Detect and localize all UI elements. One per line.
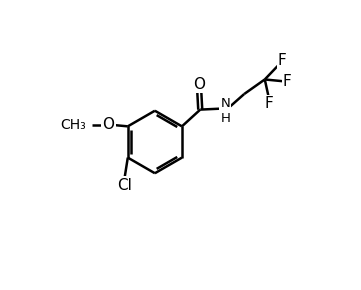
Text: F: F xyxy=(265,96,274,111)
Text: F: F xyxy=(283,74,291,89)
Text: N
H: N H xyxy=(221,97,230,125)
Text: Cl: Cl xyxy=(117,177,132,193)
Text: O: O xyxy=(103,117,114,132)
Text: F: F xyxy=(278,53,287,68)
Text: O: O xyxy=(193,77,205,92)
Text: CH₃: CH₃ xyxy=(61,117,87,132)
